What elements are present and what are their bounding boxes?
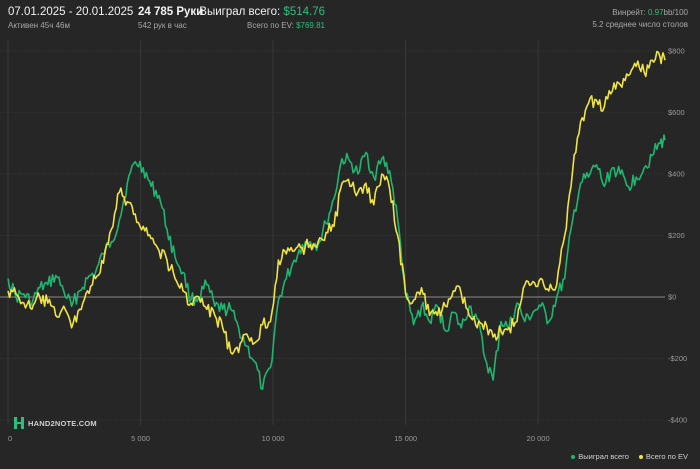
ev-total-label: Всего по EV: [247, 21, 294, 30]
winrate-value: 0.97 [647, 8, 664, 17]
y-tick-label: $400 [668, 170, 685, 179]
hands-count: 24 785 Руки [138, 6, 204, 18]
legend-ev-dot [638, 454, 643, 459]
y-tick-label: $600 [668, 108, 685, 117]
x-tick-label: 0 [8, 434, 12, 443]
stats-header: 07.01.2025 - 20.01.2025 Активен 45ч 46м … [0, 0, 700, 40]
legend-item-won[interactable]: Выиграл всего [571, 452, 629, 461]
won-series-line [7, 134, 666, 391]
hand2note-logo: HAND2NOTE.COM [14, 417, 97, 429]
avg-tables: 5.2 среднее число столов [592, 20, 688, 29]
y-tick-label: $800 [668, 47, 685, 56]
legend-ev-label: Всего по EV [645, 452, 688, 461]
date-block: 07.01.2025 - 20.01.2025 Активен 45ч 46м [8, 6, 133, 30]
legend-won-dot [571, 454, 576, 459]
x-tick-label: 10 000 [262, 434, 285, 443]
active-time: Активен 45ч 46м [8, 21, 70, 30]
legend-item-ev[interactable]: Всего по EV [638, 452, 688, 461]
x-tick-label: 5 000 [131, 434, 150, 443]
legend-won-label: Выиграл всего [578, 452, 629, 461]
hand2note-logo-text: HAND2NOTE.COM [28, 418, 97, 428]
x-tick-label: 15 000 [394, 434, 417, 443]
y-tick-label: $200 [668, 231, 685, 240]
hand2note-logo-icon [14, 417, 24, 429]
won-total-label: Выиграл всего: [199, 6, 281, 18]
ev-total-value: $769.81 [296, 21, 325, 30]
y-tick-label: -$200 [668, 354, 687, 363]
winrate-unit: bb/100 [663, 8, 688, 17]
date-range: 07.01.2025 - 20.01.2025 [8, 6, 134, 18]
chart-legend: Выиграл всего Всего по EV [571, 452, 688, 461]
hands-block: 24 785 Руки 542 рук в час [138, 6, 203, 30]
ev-series-line [7, 50, 666, 355]
x-tick-label: 20 000 [527, 434, 550, 443]
winnings-block: Выиграл всего: $514.76 Всего по EV: $769… [180, 6, 325, 30]
hands-per-hour: 542 рук в час [138, 21, 187, 30]
y-tick-label: $0 [668, 293, 676, 302]
winrate-block: Винрейт: 0.97bb/100 5.2 среднее число ст… [592, 8, 688, 29]
won-total-value: $514.76 [283, 6, 325, 18]
winrate-label: Винрейт: [612, 8, 646, 17]
y-tick-label: -$400 [668, 416, 687, 425]
